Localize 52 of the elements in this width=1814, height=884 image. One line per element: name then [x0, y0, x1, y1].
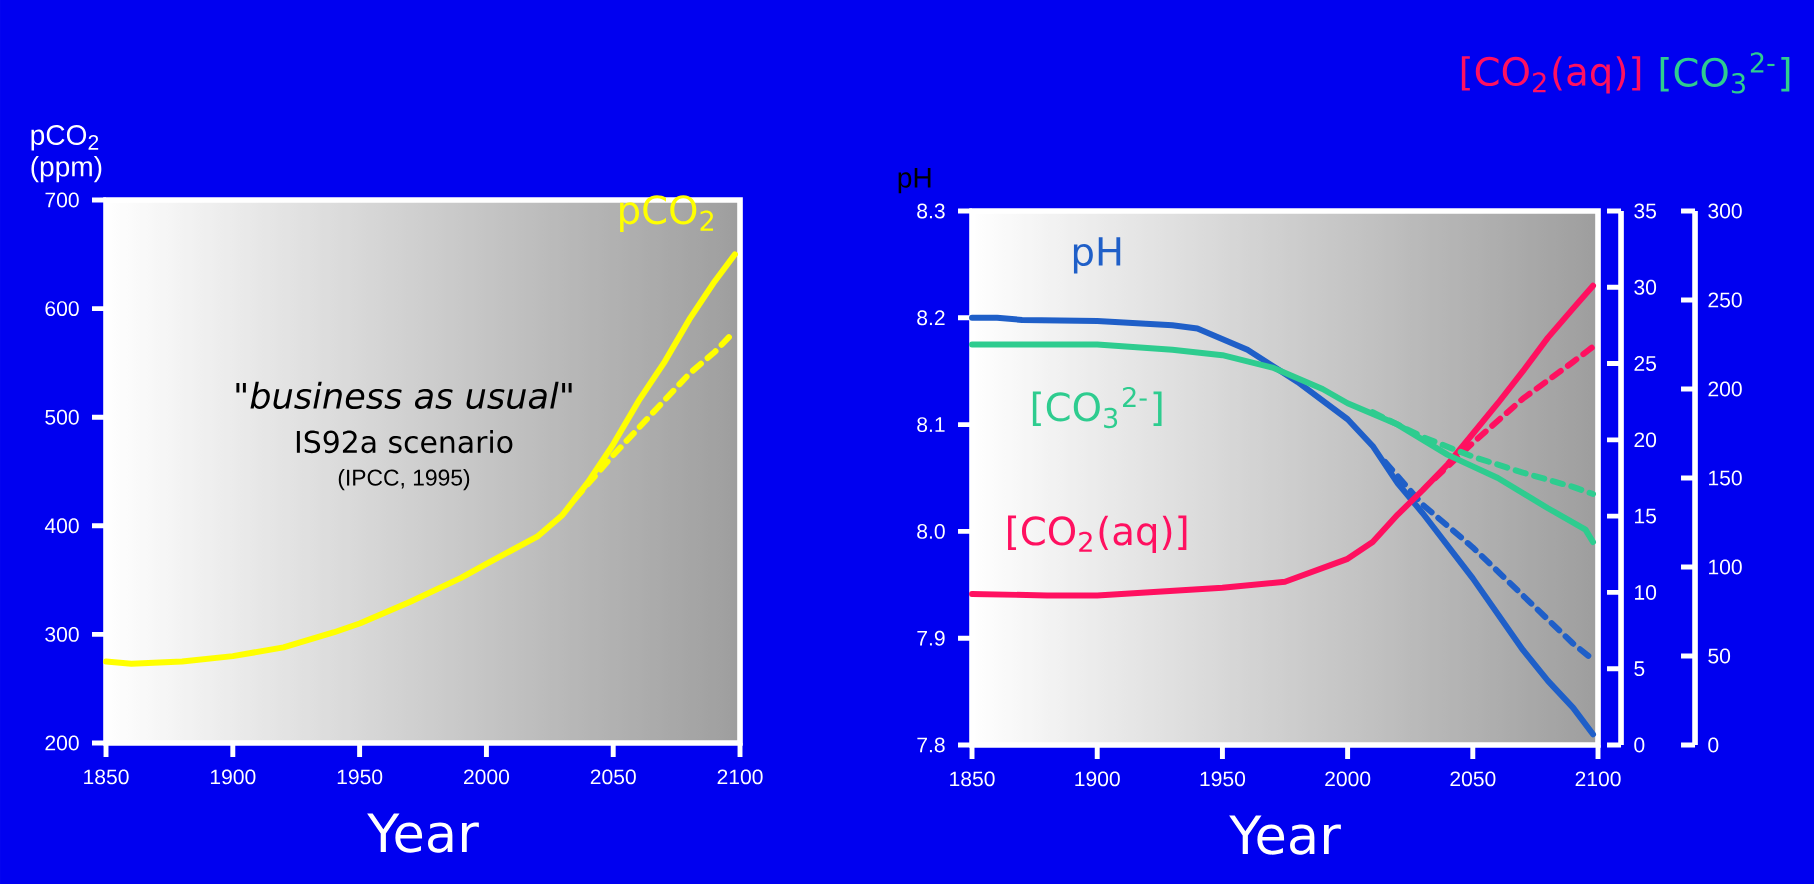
y-axis-title: pCO$_{2}$ (ppm) — [31, 125, 102, 183]
y-axis-title: pH — [898, 168, 931, 194]
y-tick-label: 8.3 — [917, 203, 945, 219]
x-tick-label: 2100 — [717, 769, 763, 785]
y2-axis-title: [CO$_{2}$(aq)] — [1461, 56, 1641, 94]
y3-tick-label: 100 — [1709, 559, 1742, 575]
x-tick-label: 1850 — [950, 771, 995, 787]
y-tick-label: 200 — [45, 735, 79, 751]
y-tick-label: 400 — [44, 518, 79, 534]
x-tick-label: 2050 — [1450, 771, 1496, 787]
x-axis-title: Year — [1229, 815, 1341, 855]
y-tick-label: 8.2 — [917, 310, 945, 326]
x-axis-title: Year — [367, 813, 479, 853]
y-tick-label: 500 — [45, 409, 79, 425]
x-tick-label: 1950 — [337, 769, 383, 785]
annotation: IS92a scenario — [296, 430, 513, 454]
y2-tick-label: 20 — [1634, 432, 1657, 448]
y3-tick-label: 150 — [1709, 470, 1742, 486]
y2-tick-label: 15 — [1635, 508, 1657, 524]
y3-tick-label: 50 — [1708, 648, 1731, 664]
x-tick-label: 1950 — [1200, 771, 1246, 787]
y2-tick-label: 10 — [1635, 584, 1657, 600]
y2-tick-label: 35 — [1634, 203, 1657, 219]
y2-tick-label: 0 — [1634, 737, 1645, 753]
y-tick-label: 8.1 — [917, 417, 945, 433]
y3-tick-label: 0 — [1708, 737, 1719, 753]
y-tick-label: 8.0 — [917, 523, 945, 539]
y-tick-label: 600 — [45, 301, 79, 317]
series-label: pCO$_{2}$ — [620, 195, 714, 232]
y-tick-label: 300 — [45, 626, 79, 642]
y3-tick-label: 300 — [1708, 203, 1742, 219]
x-tick-label: 2100 — [1575, 771, 1621, 787]
x-tick-label: 1900 — [210, 769, 256, 785]
y-tick-label: 7.9 — [917, 630, 945, 646]
y2-tick-label: 25 — [1634, 356, 1657, 372]
x-tick-label: 1900 — [1075, 771, 1120, 787]
y3-axis-title: [CO$_{3}$$^{2-}$] — [1660, 52, 1790, 94]
y3-tick-label: 250 — [1708, 292, 1742, 308]
annotation: "business as usual" — [236, 381, 572, 410]
series-label: pH — [1073, 237, 1121, 274]
series-label: [CO$_{3}$$^{2-}$] — [1032, 386, 1162, 429]
y-tick-label: 7.8 — [917, 737, 945, 753]
y3-tick-label: 200 — [1708, 381, 1742, 397]
x-tick-label: 1850 — [84, 769, 129, 785]
y2-tick-label: 30 — [1634, 279, 1657, 295]
x-tick-label: 2000 — [464, 769, 510, 785]
y-tick-label: 700 — [45, 192, 79, 208]
x-tick-label: 2050 — [590, 769, 636, 785]
y2-tick-label: 5 — [1634, 661, 1645, 677]
x-tick-label: 2000 — [1325, 771, 1371, 787]
annotation: (IPCC, 1995) — [338, 469, 470, 491]
series-label: [CO$_{2}$(aq)] — [1008, 515, 1187, 554]
